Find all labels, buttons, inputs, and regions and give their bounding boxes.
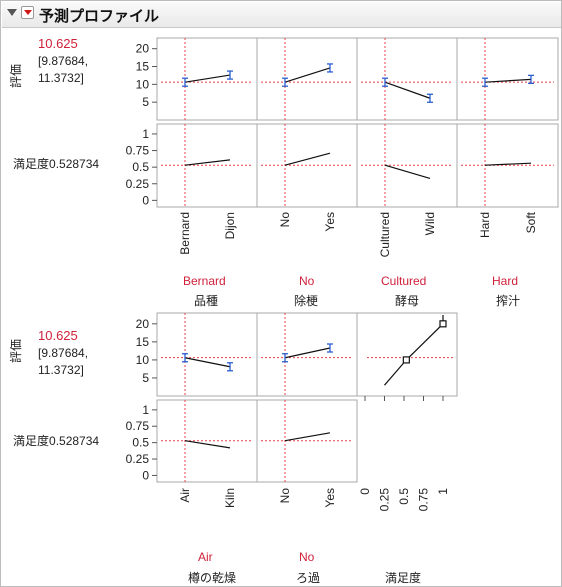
desirability-cell-frame bbox=[256, 399, 358, 483]
desirability-fn-tick-label: 1 bbox=[436, 488, 450, 495]
factor-current-koubo[interactable]: Cultured bbox=[381, 274, 427, 288]
rating-ci-low-2: [9.87684, bbox=[38, 346, 89, 360]
factor-level-label: No bbox=[278, 212, 292, 228]
desirability-tick-label: 1 bbox=[142, 403, 149, 417]
factor-name-roka: ろ過 bbox=[296, 571, 321, 585]
factor-level-label: Cultured bbox=[378, 212, 392, 257]
rating-tick-label: 10 bbox=[136, 77, 150, 91]
desirability-fn-tick-label: 0.75 bbox=[417, 488, 431, 512]
desirability-value: 0.528734 bbox=[49, 157, 100, 171]
rating-tick-label: 20 bbox=[136, 317, 150, 331]
desirability-tick-label: 0.75 bbox=[126, 419, 150, 433]
desirability-handle bbox=[439, 320, 447, 328]
desirability-label-row1: 満足度0.528734 bbox=[13, 155, 99, 172]
desirability-text: 満足度 bbox=[13, 157, 50, 171]
factor-level-label: Soft bbox=[524, 211, 538, 233]
rating-tick-label: 15 bbox=[136, 60, 150, 74]
panel-title-bar: 予測プロファイル bbox=[2, 2, 561, 28]
factor-level-label: Bernard bbox=[178, 212, 192, 255]
desirability-tick-label: 0.5 bbox=[132, 436, 149, 450]
desirability-profile-line bbox=[384, 164, 431, 180]
desirability-profile-line bbox=[184, 159, 231, 166]
factor-name-taru: 樽の乾燥 bbox=[188, 571, 237, 585]
desirability-label-row2: 満足度0.528734 bbox=[13, 432, 99, 449]
factor-level-label: Wild bbox=[423, 212, 437, 235]
desirability-tick-label: 0.75 bbox=[126, 144, 150, 158]
rating-cell-frame bbox=[356, 312, 458, 397]
rating-tick-label: 5 bbox=[142, 371, 149, 385]
rating-current-value[interactable]: 10.625 bbox=[38, 36, 78, 51]
factor-level-label: Hard bbox=[478, 212, 492, 238]
factor-level-label: Dijon bbox=[223, 212, 237, 239]
rating-ci-high-2: 11.3732] bbox=[38, 363, 84, 377]
factor-current-jokou[interactable]: No bbox=[299, 274, 315, 288]
factor-current-taru[interactable]: Air bbox=[198, 550, 213, 564]
factor-level-label: No bbox=[278, 488, 292, 504]
rating-tick-label: 10 bbox=[136, 353, 150, 367]
panel-title: 予測プロファイル bbox=[39, 8, 160, 25]
desirability-profile-line bbox=[284, 152, 331, 166]
desirability-fn-tick-label: 0.5 bbox=[397, 488, 411, 505]
desirability-value-2: 0.528734 bbox=[49, 434, 100, 448]
rating-tick-label: 20 bbox=[136, 42, 150, 56]
rating-current-value-2[interactable]: 10.625 bbox=[38, 328, 78, 343]
disclosure-triangle-icon[interactable] bbox=[6, 6, 18, 18]
rating-tick-label: 15 bbox=[136, 335, 150, 349]
factor-name-koubo: 酵母 bbox=[395, 294, 420, 308]
rating-ci-low: [9.87684, bbox=[38, 54, 89, 68]
desirability-tick-label: 1 bbox=[142, 127, 149, 141]
desirability-tick-label: 0 bbox=[142, 468, 149, 482]
rating-profile-line bbox=[484, 78, 532, 83]
rating-cell-frame bbox=[356, 37, 458, 121]
desirability-profile-line bbox=[484, 162, 532, 166]
factor-current-roka[interactable]: No bbox=[299, 550, 315, 564]
rating-tick-label: 5 bbox=[142, 95, 149, 109]
factor-name-desirability: 満足度 bbox=[385, 571, 422, 585]
rating-profile-line bbox=[184, 357, 231, 368]
factor-level-label: Yes bbox=[323, 488, 337, 508]
desirability-profile-line bbox=[184, 440, 231, 449]
rating-ci-high: 11.3732] bbox=[38, 71, 84, 85]
factor-level-label: Air bbox=[178, 488, 192, 503]
rating-cell-frame bbox=[456, 37, 559, 121]
factor-name-hinshu: 品種 bbox=[194, 294, 219, 308]
factor-name-jokou: 除梗 bbox=[294, 294, 319, 308]
red-triangle-menu-icon[interactable] bbox=[21, 6, 34, 19]
desirability-cell-frame bbox=[456, 123, 559, 208]
desirability-profile-line bbox=[284, 432, 331, 442]
desirability-tick-label: 0.5 bbox=[132, 160, 149, 174]
rating-cell-frame bbox=[256, 312, 358, 397]
factor-level-label: Kiln bbox=[223, 488, 237, 508]
rating-profile-line bbox=[284, 347, 331, 359]
desirability-handle bbox=[402, 356, 410, 364]
desirability-tick-label: 0.25 bbox=[126, 177, 150, 191]
desirability-fn-tick-label: 0.25 bbox=[378, 488, 392, 512]
desirability-tick-label: 0.25 bbox=[126, 452, 150, 466]
rating-cell-frame bbox=[256, 37, 358, 121]
factor-current-sakujuu[interactable]: Hard bbox=[492, 274, 519, 288]
rating-cell-frame bbox=[156, 312, 258, 397]
rating-profile-line bbox=[384, 81, 431, 99]
factor-level-label: Yes bbox=[323, 212, 337, 232]
desirability-function-curve bbox=[384, 315, 444, 386]
desirability-text-2: 満足度 bbox=[13, 434, 50, 448]
factor-current-hinshu[interactable]: Bernard bbox=[183, 274, 226, 288]
factor-name-sakujuu: 搾汁 bbox=[496, 294, 521, 308]
desirability-tick-label: 0 bbox=[142, 193, 149, 207]
rating-profile-line bbox=[284, 67, 331, 83]
rating-profile-line bbox=[184, 74, 231, 83]
desirability-fn-tick-label: 0 bbox=[358, 488, 372, 495]
